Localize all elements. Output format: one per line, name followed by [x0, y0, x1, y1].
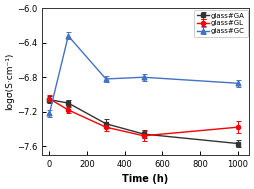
Y-axis label: logσ(S·cm⁻¹): logσ(S·cm⁻¹)	[5, 53, 14, 110]
Legend: glass#GA, glass#GL, glass#GC: glass#GA, glass#GL, glass#GC	[194, 10, 248, 37]
X-axis label: Time (h): Time (h)	[122, 174, 169, 184]
